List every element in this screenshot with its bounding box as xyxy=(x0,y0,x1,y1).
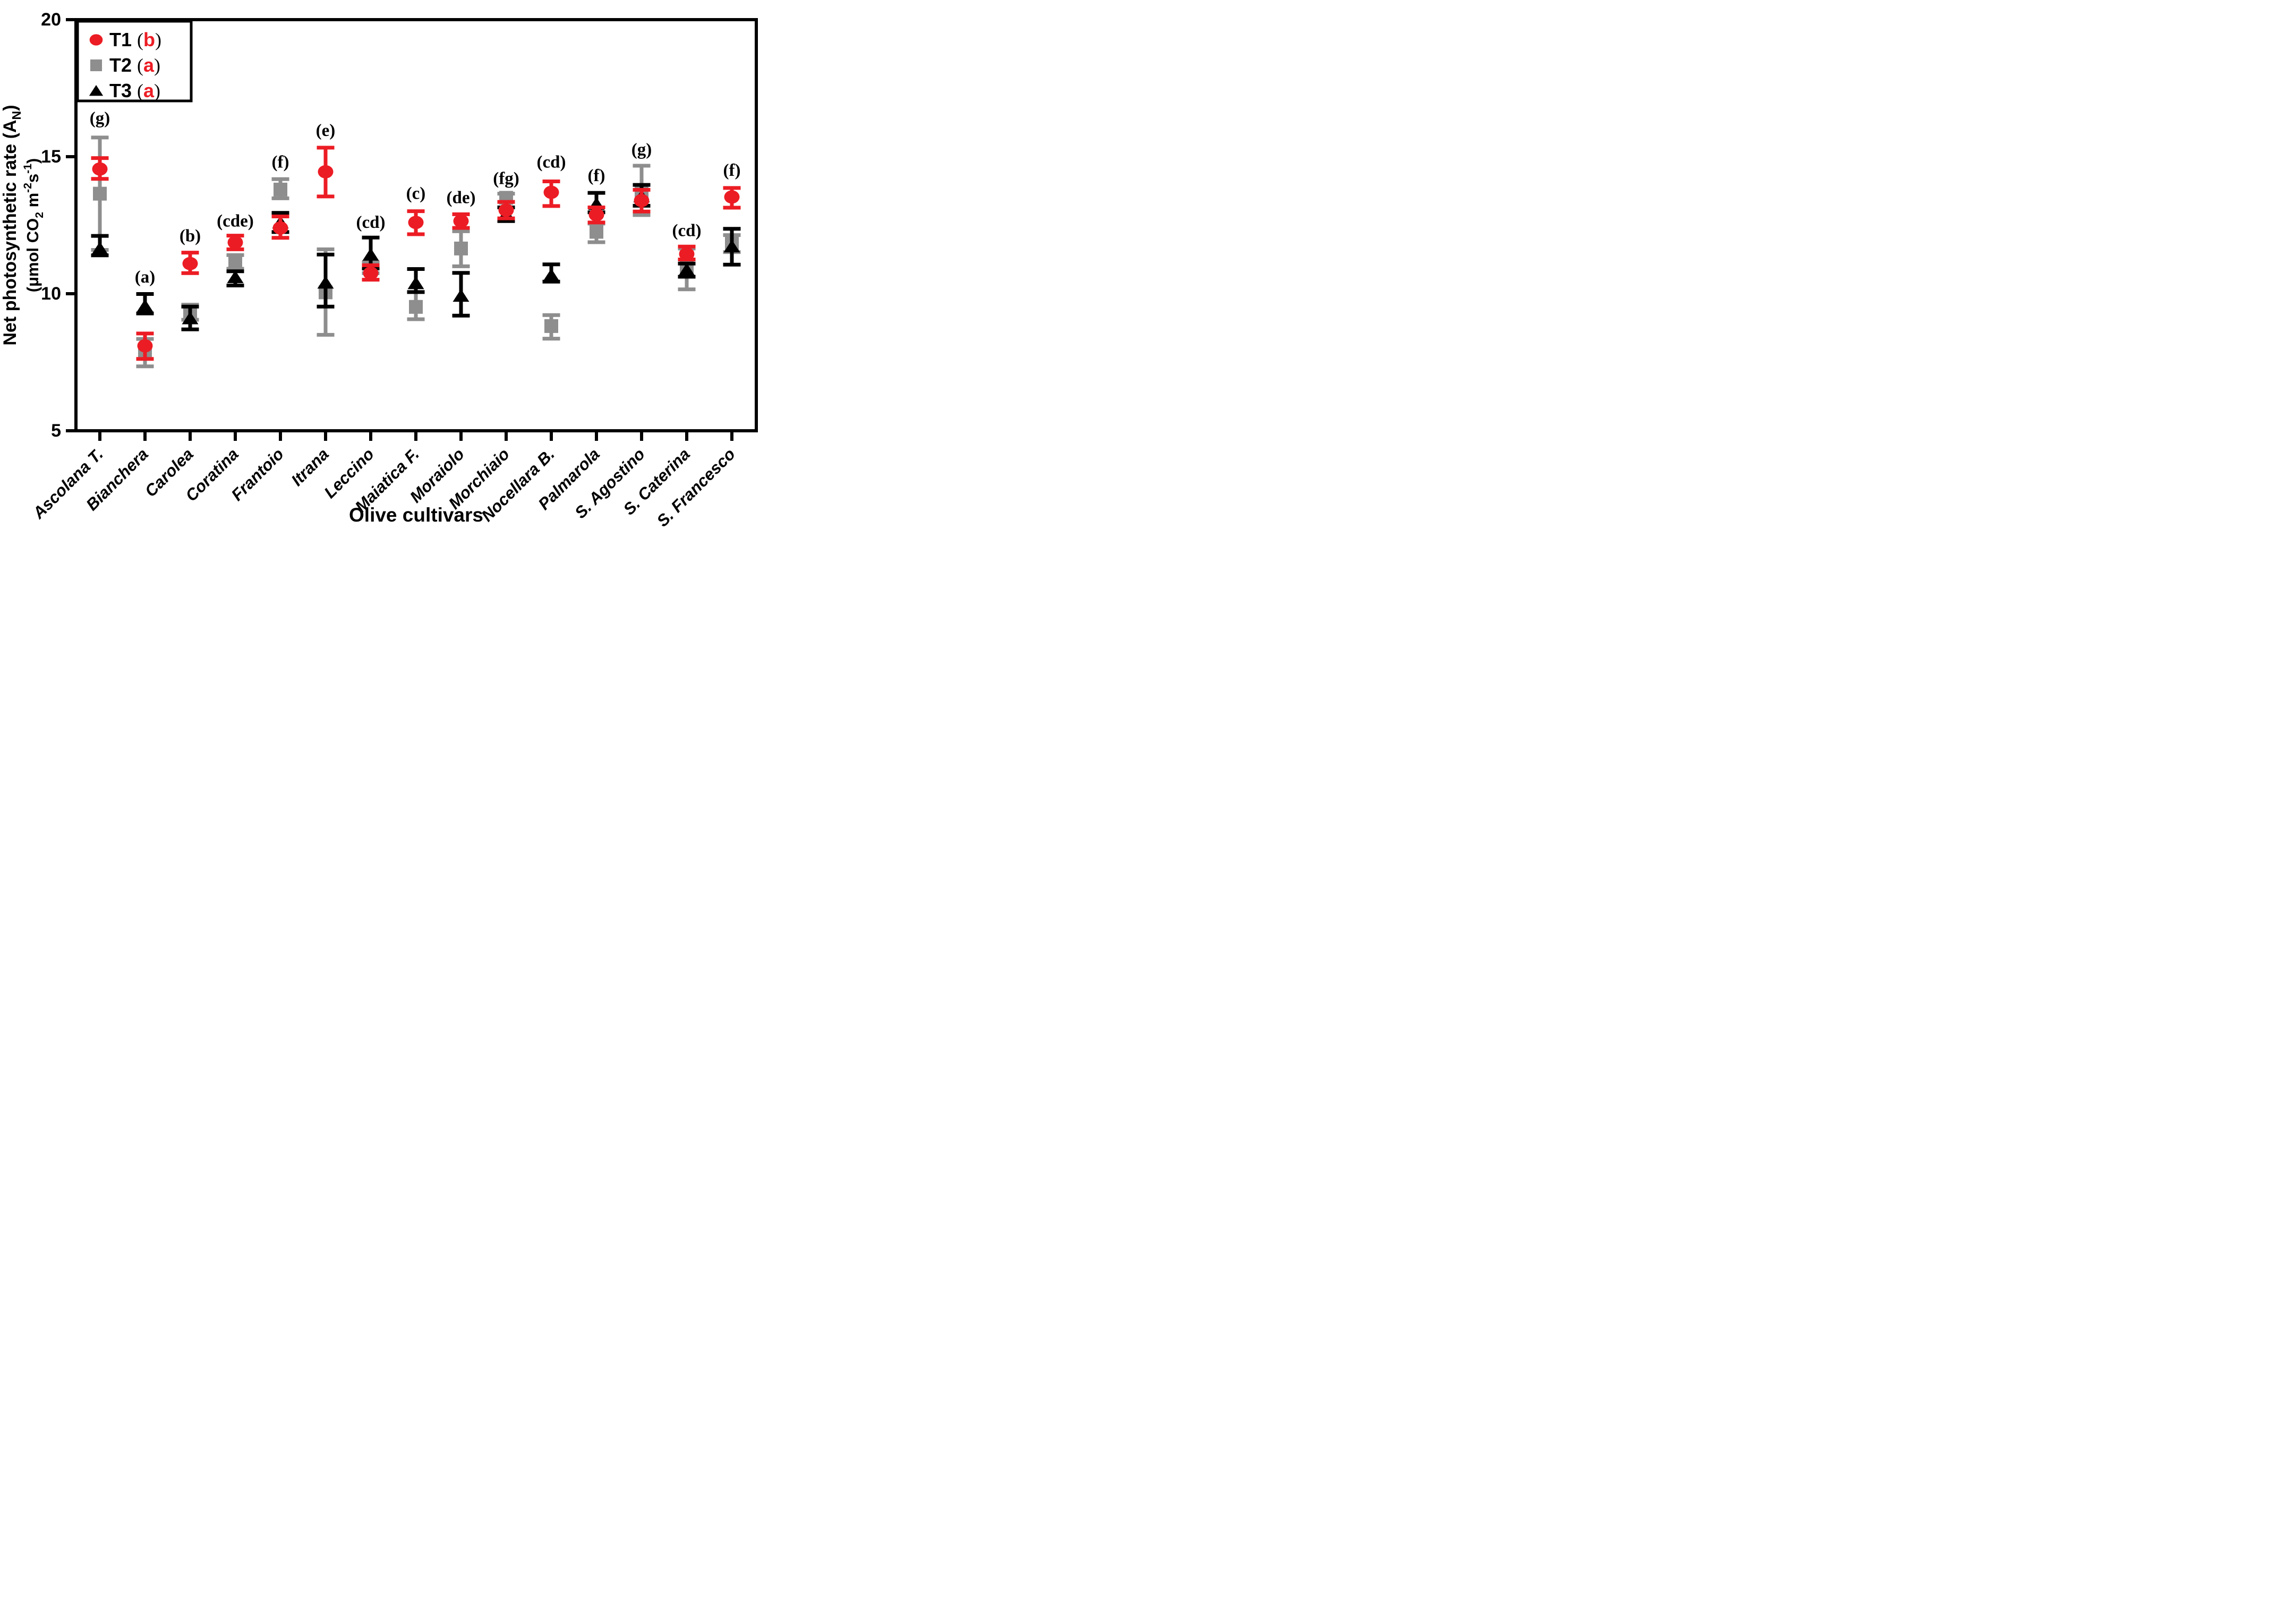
data-point-triangle xyxy=(227,270,244,284)
data-point-circle xyxy=(588,208,604,221)
data-point-triangle xyxy=(136,299,153,312)
data-point-circle xyxy=(89,34,103,46)
data-point-square xyxy=(454,241,468,255)
data-point-circle xyxy=(498,203,514,217)
data-point-triangle xyxy=(543,268,560,282)
significance-label: (f) xyxy=(723,161,741,180)
significance-label: (e) xyxy=(316,121,336,140)
significance-label: (f) xyxy=(588,166,605,185)
chart-figure: 5 10 15 20 Ascolana T. Bianchera Carolea Corati… xyxy=(0,0,765,534)
data-point-triangle xyxy=(317,276,334,289)
significance-label: (cd) xyxy=(537,152,566,172)
y-axis-title-units: (μmol CO2 m-2s-1) xyxy=(22,158,46,293)
data-point-circle xyxy=(318,165,334,178)
series-T1 xyxy=(91,146,741,361)
data-point-square xyxy=(93,186,107,201)
data-point-circle xyxy=(92,162,108,176)
data-point-square xyxy=(409,300,423,314)
significance-label: (cd) xyxy=(672,221,702,240)
y-tick-label: 20 xyxy=(41,10,61,30)
data-point-triangle xyxy=(453,289,470,302)
y-axis-title: Net photosynthetic rate (AN) xyxy=(0,105,23,345)
y-tick-label: 5 xyxy=(51,421,61,441)
legend-entry-T3: T3 (a) xyxy=(109,80,160,101)
data-point-square xyxy=(590,225,603,239)
data-point-circle xyxy=(408,216,424,229)
significance-label: (cd) xyxy=(356,213,386,232)
data-point-triangle xyxy=(91,241,108,254)
data-point-circle xyxy=(543,185,559,199)
y-tick-label: 10 xyxy=(41,284,61,304)
significance-label: (fg) xyxy=(493,169,519,188)
data-point-circle xyxy=(363,266,379,280)
significance-label: (b) xyxy=(180,227,201,246)
x-axis-title: Olive cultivars xyxy=(349,504,483,526)
data-point-circle xyxy=(453,214,469,228)
data-point-circle xyxy=(679,247,695,261)
data-point-square xyxy=(90,59,103,72)
data-point-circle xyxy=(227,236,243,250)
plot-frame xyxy=(74,18,758,432)
legend-entry-T1: T1 (b) xyxy=(109,29,161,50)
significance-label: (a) xyxy=(135,268,155,287)
significance-label: (f) xyxy=(272,152,289,172)
data-point-circle xyxy=(272,221,288,235)
data-point-circle xyxy=(137,339,153,353)
data-point-triangle xyxy=(678,263,695,276)
data-point-square xyxy=(228,255,242,269)
data-point-circle xyxy=(724,190,740,204)
significance-label: (g) xyxy=(631,140,652,159)
legend-entry-T2: T2 (a) xyxy=(109,54,160,76)
significance-label: (de) xyxy=(447,188,476,207)
data-point-square xyxy=(274,182,287,197)
data-point-circle xyxy=(634,194,650,208)
y-tick-label: 15 xyxy=(41,147,61,167)
significance-label: (cde) xyxy=(217,211,254,231)
data-point-triangle xyxy=(407,276,424,289)
data-point-triangle xyxy=(362,248,379,261)
data-point-circle xyxy=(182,257,198,270)
data-point-triangle xyxy=(182,311,199,325)
significance-label: (g) xyxy=(90,109,110,128)
data-point-triangle xyxy=(723,240,740,253)
significance-label: (c) xyxy=(406,184,426,203)
legend: T1 (b) T2 (a) T3 (a) xyxy=(76,20,193,103)
data-point-square xyxy=(544,319,558,333)
data-point-triangle xyxy=(89,84,104,96)
